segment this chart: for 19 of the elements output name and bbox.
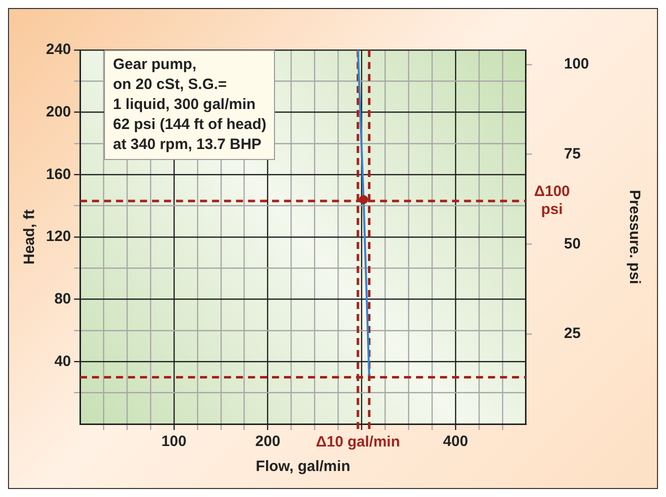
y-tick-label: 240 <box>46 41 72 58</box>
y2-tick-label: 100 <box>564 56 590 73</box>
y2-tick-label: 50 <box>564 235 581 252</box>
y2-tick-label: 75 <box>564 145 581 162</box>
ref-line-label: Δ100 psi <box>534 183 570 218</box>
annotation: Gear pump, on 20 cSt, S.G.= 1 liquid, 300 gal/min 62 psi (144 ft of head) at 340 rpm, 13.7 BHP <box>104 50 276 160</box>
ref-line-label: Δ10 gal/min <box>316 434 400 451</box>
y-axis-title: Head, ft <box>21 209 38 265</box>
y-tick-label: 80 <box>54 290 72 308</box>
y2-tick-label: 25 <box>564 325 581 342</box>
y-tick-label: 120 <box>46 228 72 246</box>
y-tick-label: 160 <box>46 166 72 183</box>
y-tick-label: 40 <box>54 352 72 370</box>
x-tick-label: 200 <box>255 433 280 450</box>
y2-axis-title: Pressure. psi <box>626 190 643 284</box>
y-tick-label: 200 <box>46 103 72 120</box>
x-tick-label: 100 <box>161 433 186 450</box>
x-tick-label: 400 <box>443 433 468 450</box>
x-axis-title: Flow, gal/min <box>256 458 350 476</box>
